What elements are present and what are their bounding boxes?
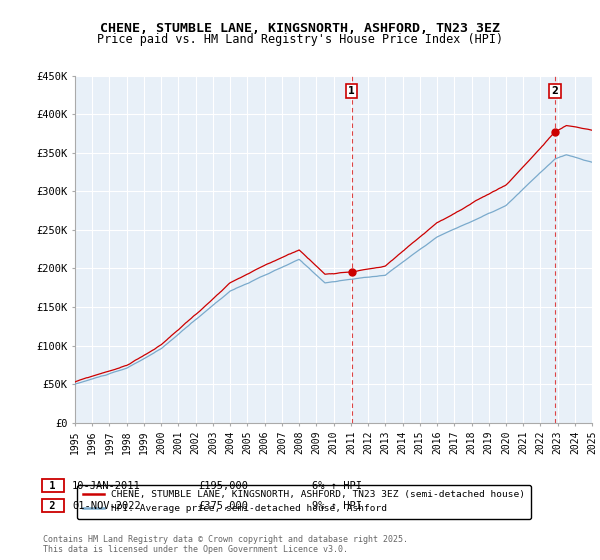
Text: Contains HM Land Registry data © Crown copyright and database right 2025.
This d: Contains HM Land Registry data © Crown c… xyxy=(43,535,408,554)
Text: 01-NOV-2022: 01-NOV-2022 xyxy=(72,501,141,511)
Text: £375,000: £375,000 xyxy=(198,501,248,511)
Text: CHENE, STUMBLE LANE, KINGSNORTH, ASHFORD, TN23 3EZ: CHENE, STUMBLE LANE, KINGSNORTH, ASHFORD… xyxy=(100,21,500,35)
Legend: CHENE, STUMBLE LANE, KINGSNORTH, ASHFORD, TN23 3EZ (semi-detached house), HPI: A: CHENE, STUMBLE LANE, KINGSNORTH, ASHFORD… xyxy=(77,485,531,519)
Text: 1: 1 xyxy=(43,480,62,491)
Text: 1: 1 xyxy=(348,86,355,96)
Text: £195,000: £195,000 xyxy=(198,480,248,491)
Text: Price paid vs. HM Land Registry's House Price Index (HPI): Price paid vs. HM Land Registry's House … xyxy=(97,32,503,46)
Text: 9% ↑ HPI: 9% ↑ HPI xyxy=(312,501,362,511)
Text: 10-JAN-2011: 10-JAN-2011 xyxy=(72,480,141,491)
Text: 2: 2 xyxy=(551,86,559,96)
Text: 2: 2 xyxy=(43,501,62,511)
Text: 6% ↑ HPI: 6% ↑ HPI xyxy=(312,480,362,491)
